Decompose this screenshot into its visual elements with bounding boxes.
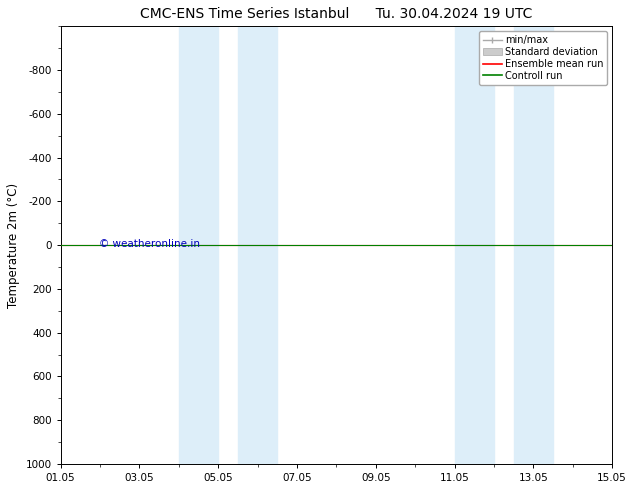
Title: CMC-ENS Time Series Istanbul      Tu. 30.04.2024 19 UTC: CMC-ENS Time Series Istanbul Tu. 30.04.2… [140,7,533,21]
Bar [455,26,494,464]
Bar [179,26,218,464]
Y-axis label: Temperature 2m (°C): Temperature 2m (°C) [7,183,20,308]
Bar [514,26,553,464]
Legend: min/max, Standard deviation, Ensemble mean run, Controll run: min/max, Standard deviation, Ensemble me… [479,31,607,85]
Bar [238,26,277,464]
Text: © weatheronline.in: © weatheronline.in [100,239,200,249]
